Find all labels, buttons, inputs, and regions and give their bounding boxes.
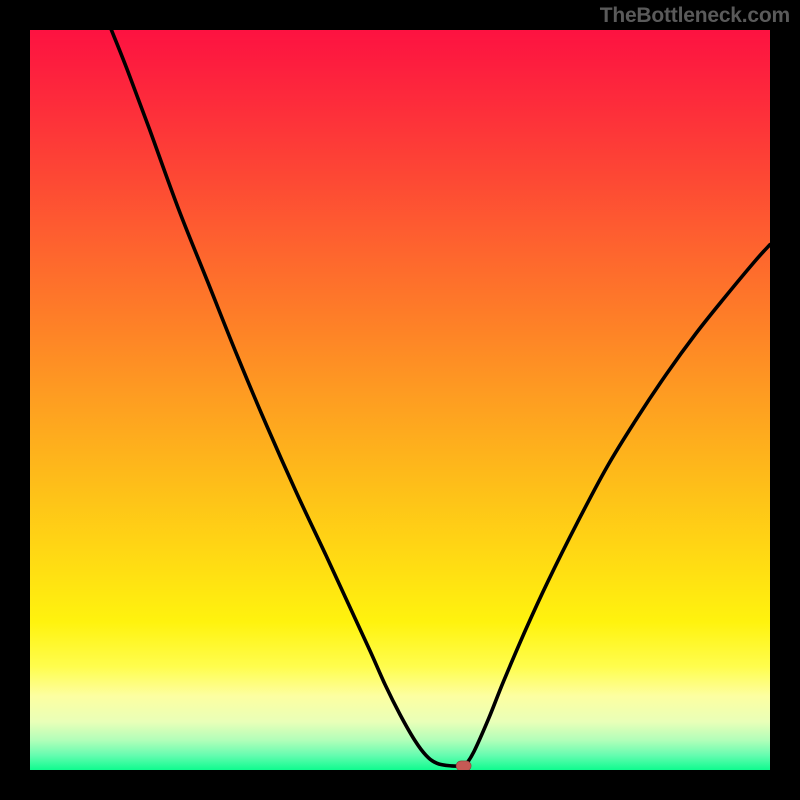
chart-container: TheBottleneck.com: [0, 0, 800, 800]
watermark-text: TheBottleneck.com: [600, 4, 790, 28]
plot-area: [30, 30, 770, 770]
optimal-marker: [30, 30, 770, 770]
